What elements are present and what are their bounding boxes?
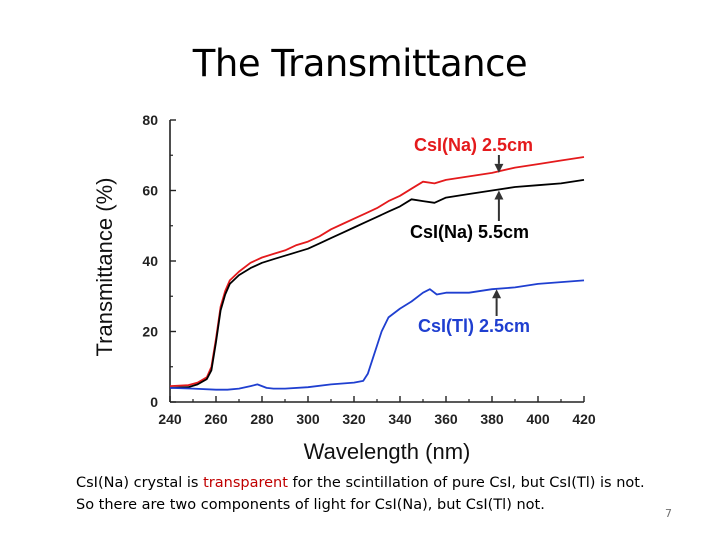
chart-series xyxy=(169,156,585,391)
x-tick-label: 380 xyxy=(480,411,504,427)
caption-line-1-prefix: CsI(Na) crystal is xyxy=(76,475,204,491)
caption-line-1-suffix: for the scintillation of pure CsI, but C… xyxy=(287,475,645,491)
x-tick-label: 320 xyxy=(342,411,366,427)
annotation-label-3: CsI(Tl) 2.5cm xyxy=(418,316,530,336)
x-axis-label: Wavelength (nm) xyxy=(304,439,471,464)
y-tick-label: 0 xyxy=(150,394,158,410)
slide-title: The Transmittance xyxy=(192,42,528,85)
annotation-label-1: CsI(Na) 2.5cm xyxy=(414,135,533,155)
chart-axes: 240 260 280 300 320 340 360 380 400 420 0 20 40 60 80 W… xyxy=(92,112,596,464)
series-line-1 xyxy=(169,156,585,387)
x-tick-label: 300 xyxy=(296,411,320,427)
y-tick-label: 80 xyxy=(142,112,158,128)
x-tick-label: 360 xyxy=(434,411,458,427)
annotation-label-2: CsI(Na) 5.5cm xyxy=(410,222,529,242)
x-tick-label: 420 xyxy=(572,411,596,427)
caption-highlight-transparent: transparent xyxy=(203,475,288,491)
caption-line-1: CsI(Na) crystal is transparent for the s… xyxy=(76,472,676,494)
slide-number: 7 xyxy=(665,507,672,520)
y-tick-label: 40 xyxy=(142,253,158,269)
x-tick-label: 340 xyxy=(388,411,412,427)
y-axis-label: Transmittance (%) xyxy=(92,178,117,357)
caption: CsI(Na) crystal is transparent for the s… xyxy=(76,472,676,516)
x-tick-label: 260 xyxy=(204,411,228,427)
x-tick-label: 240 xyxy=(158,411,182,427)
annotation-arrow-head xyxy=(494,190,504,200)
x-tick-label: 280 xyxy=(250,411,274,427)
y-tick-label: 20 xyxy=(142,324,158,340)
series-line-2 xyxy=(169,179,585,389)
chart-annotations: CsI(Na) 2.5cm CsI(Na) 5.5cm CsI(Tl) 2.5cm xyxy=(410,135,533,336)
annotation-arrow-head xyxy=(492,289,502,299)
y-tick-label: 60 xyxy=(142,183,158,199)
annotation-arrow-head xyxy=(494,163,504,173)
caption-line-2: So there are two components of light for… xyxy=(76,497,545,513)
series-line-3 xyxy=(169,279,585,391)
x-tick-label: 400 xyxy=(526,411,550,427)
